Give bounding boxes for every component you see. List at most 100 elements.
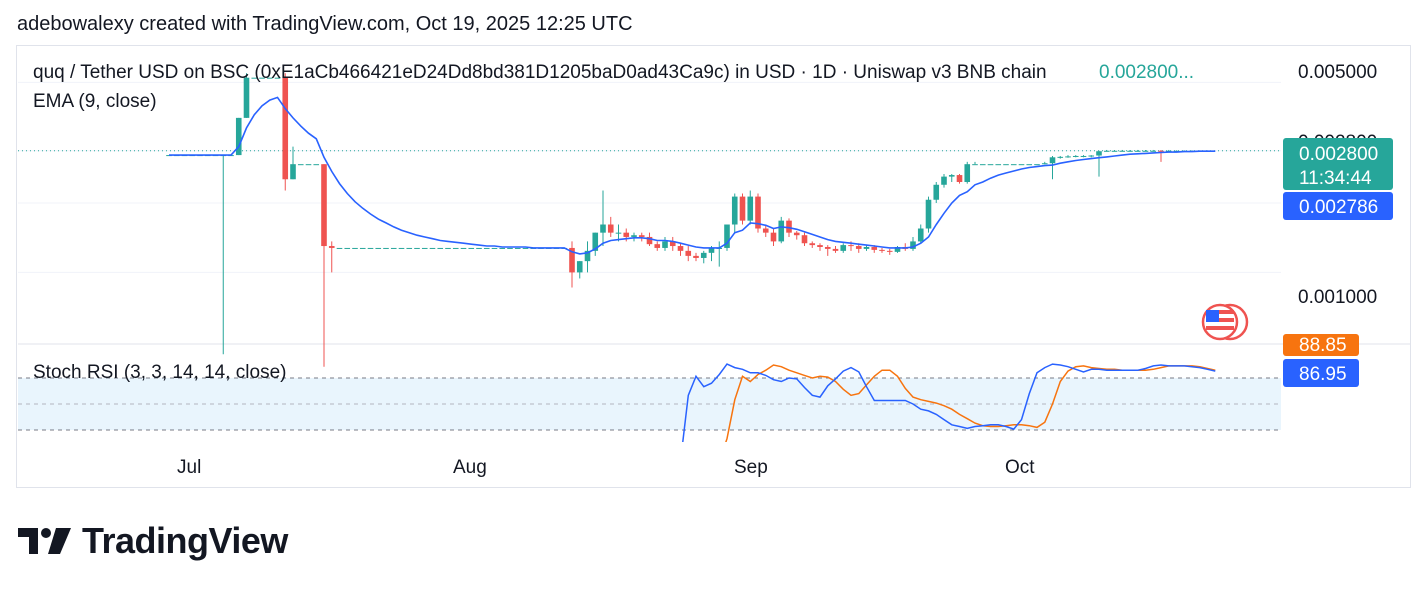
candle	[840, 243, 847, 253]
candle-body	[1150, 150, 1157, 152]
candle-body	[755, 196, 761, 229]
candle-body	[1057, 156, 1064, 158]
stoch-d-badge	[1283, 334, 1359, 356]
chart-frame[interactable]: quq / Tether USD on BSC (0xE1aCb466421eD…	[16, 45, 1411, 488]
candle	[607, 216, 614, 237]
candle-body	[1072, 155, 1079, 157]
ema-line	[169, 96, 1216, 255]
candle-body	[429, 247, 436, 249]
candle	[460, 247, 467, 249]
candle-body	[623, 232, 630, 237]
candle	[274, 77, 281, 79]
candle-body	[1034, 164, 1040, 166]
candle	[584, 241, 591, 273]
candle	[925, 196, 932, 233]
candle	[778, 216, 785, 244]
candle-body	[979, 164, 986, 166]
candle	[1072, 155, 1079, 158]
candle	[499, 247, 506, 249]
ema-badge	[1283, 192, 1393, 220]
stoch-k-badge-value: 86.95	[1299, 364, 1347, 385]
candle	[693, 252, 699, 262]
tradingview-logo[interactable]: TradingView	[18, 520, 288, 562]
tradingview-logo-icon	[18, 528, 71, 554]
candle	[972, 161, 978, 166]
candle-body	[259, 77, 265, 79]
candle	[290, 146, 296, 180]
candle	[414, 247, 420, 249]
candle	[406, 247, 413, 249]
candle-body	[290, 164, 296, 180]
candle-body	[243, 77, 250, 118]
candle	[576, 261, 583, 279]
candle-body	[592, 232, 599, 251]
candle	[1034, 164, 1040, 166]
candle-body	[584, 250, 591, 262]
candle	[452, 247, 459, 249]
legend-last-value: 0.002800...	[1099, 62, 1194, 83]
candle	[731, 193, 738, 233]
candle-body	[1103, 150, 1110, 152]
candle-body	[886, 250, 893, 252]
candle-body	[313, 164, 320, 166]
candle	[437, 247, 444, 249]
candle	[1080, 155, 1087, 158]
candle-body	[933, 184, 940, 200]
candle-body	[770, 232, 777, 242]
candle-body	[390, 247, 397, 249]
candle	[336, 247, 343, 249]
candle	[1003, 164, 1009, 166]
stoch-legend: Stoch RSI (3, 3, 14, 14, close)	[33, 362, 286, 383]
candle	[1049, 155, 1056, 180]
candle-body	[1018, 164, 1025, 166]
candle-body	[1158, 150, 1164, 152]
candle	[1041, 161, 1048, 165]
candle	[1173, 150, 1180, 152]
candle-body	[1142, 150, 1149, 152]
candle-body	[700, 252, 707, 258]
candle-body	[468, 247, 475, 249]
candle	[313, 164, 320, 166]
candle-body	[762, 228, 769, 233]
candle	[282, 73, 289, 191]
candle-body	[778, 220, 785, 242]
candle	[1057, 155, 1064, 159]
candle-body	[662, 241, 668, 248]
candle-body	[452, 247, 459, 249]
candle-body	[1127, 150, 1133, 152]
candle-body	[522, 247, 529, 249]
candle-body	[964, 164, 971, 182]
candle	[321, 164, 327, 367]
candle	[995, 164, 1002, 166]
candle-body	[1119, 150, 1126, 152]
candle-body	[383, 247, 389, 249]
candle-body	[1088, 155, 1095, 157]
candle-body	[708, 247, 715, 253]
candle-body	[654, 244, 661, 248]
candle-body	[398, 247, 405, 249]
candle	[398, 247, 405, 249]
stoch-k-line	[682, 363, 1216, 442]
candle	[770, 228, 777, 247]
candle	[1111, 149, 1118, 152]
candle	[793, 230, 800, 240]
candle-body	[445, 247, 451, 249]
candle-body	[576, 261, 583, 273]
candle	[817, 243, 823, 251]
usd-flag-icon[interactable]	[1201, 303, 1249, 341]
candle	[917, 224, 924, 244]
chart-canvas[interactable]: quq / Tether USD on BSC (0xE1aCb466421eD…	[17, 46, 1410, 487]
candle-body	[1173, 150, 1180, 152]
price-axis-label: 0.001000	[1298, 287, 1377, 308]
candle-body	[251, 77, 258, 79]
candle-body	[235, 117, 242, 156]
candle	[243, 73, 250, 118]
candle-body	[1065, 156, 1071, 158]
candle-body	[871, 246, 878, 250]
candle-body	[375, 247, 382, 249]
candle-body	[747, 196, 754, 221]
candle-body	[406, 247, 413, 249]
candle-body	[824, 246, 831, 249]
candle	[266, 77, 273, 79]
candle-body	[266, 77, 273, 79]
